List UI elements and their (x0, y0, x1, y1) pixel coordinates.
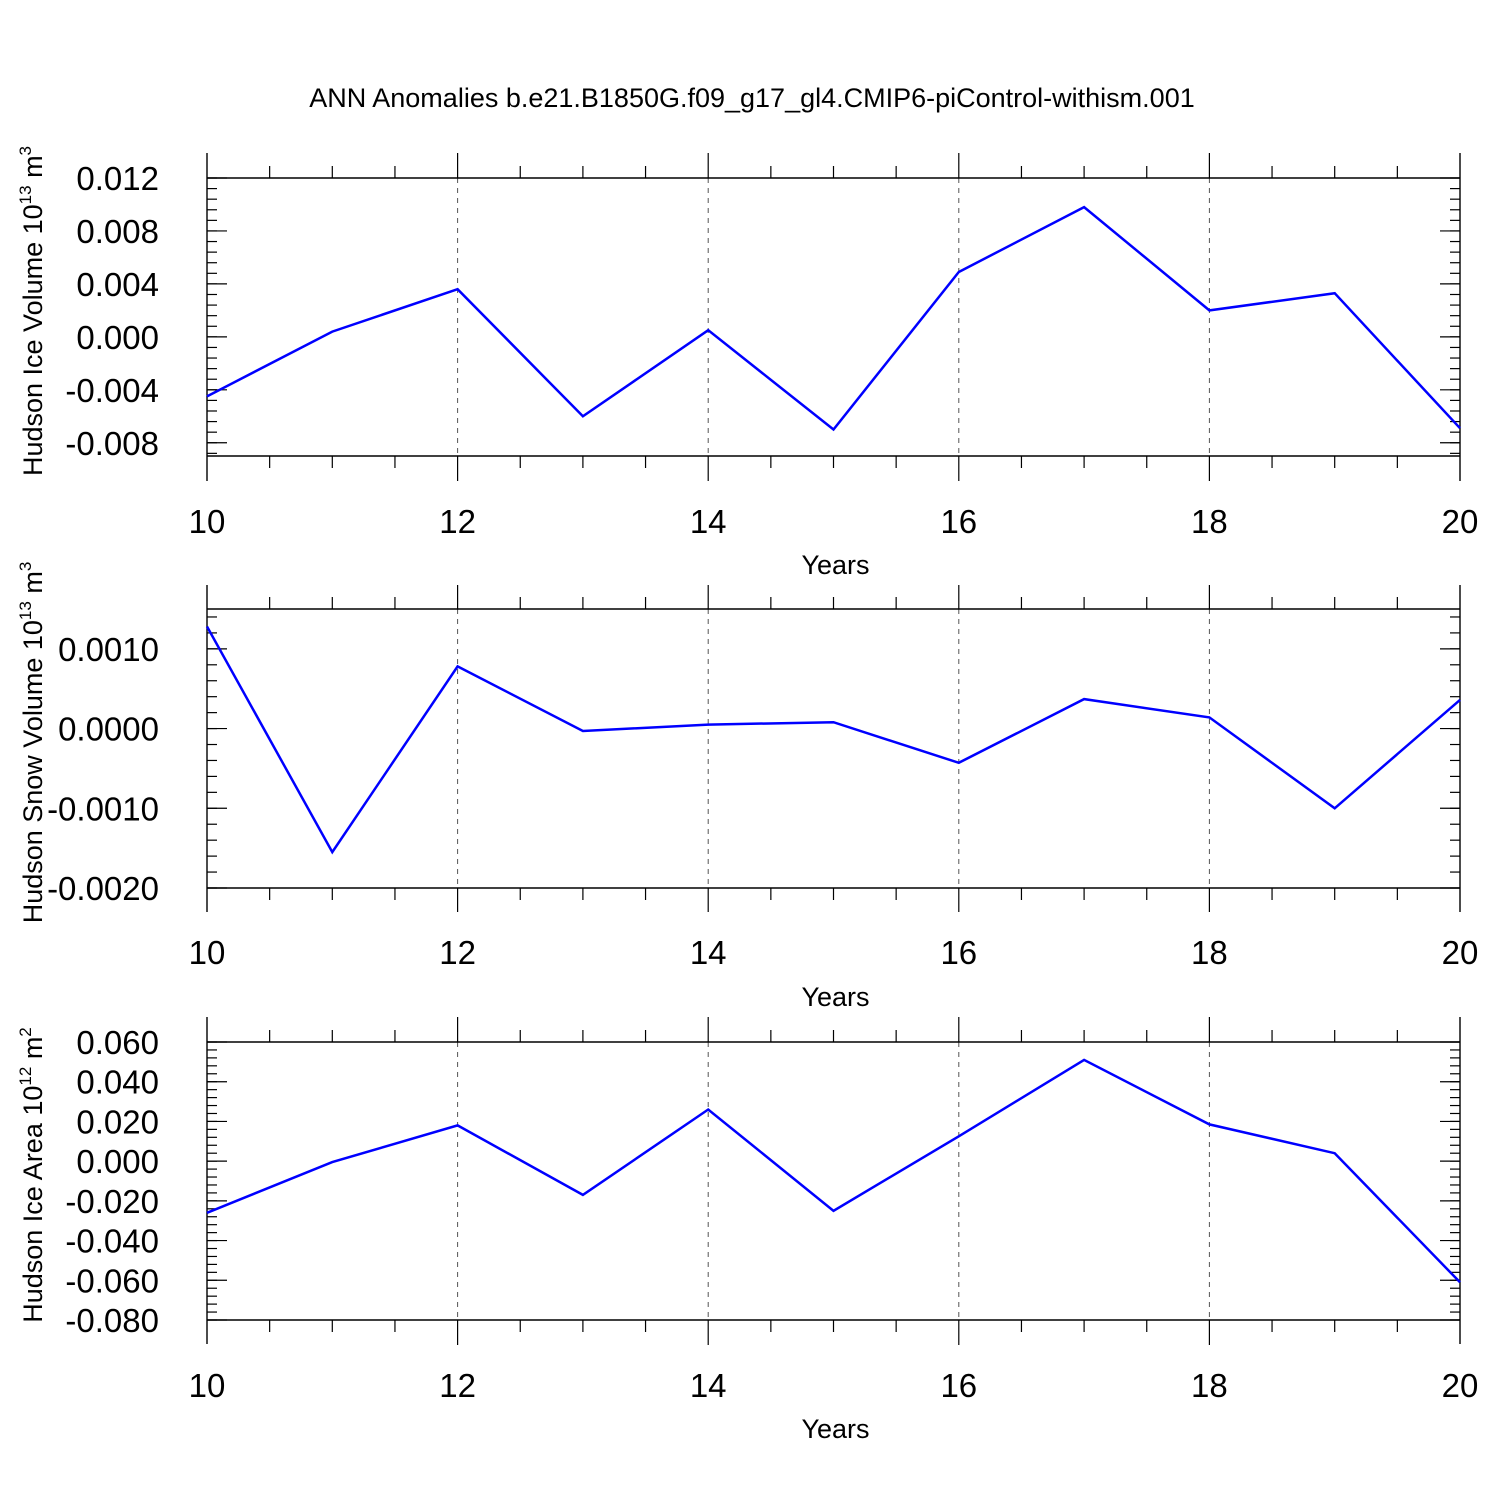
y-axis-title-unit-exponent: 2 (16, 1027, 35, 1036)
y-tick-label: 0.060 (76, 1024, 159, 1061)
y-tick-label: -0.0020 (47, 870, 159, 907)
x-tick-label: 14 (690, 503, 727, 540)
x-tick-label: 16 (940, 1367, 977, 1404)
y-axis-title-unit: m (18, 571, 48, 601)
x-tick-label: 10 (189, 934, 226, 971)
chart-panel-2: 10 12 14 16 18 20 0.0010 0.0000 -0.0010 -0.0020 Ye… (16, 562, 1478, 1012)
y-tick-label: 0.0000 (58, 711, 159, 748)
x-tick-label: 20 (1442, 503, 1479, 540)
x-tick-label: 12 (439, 1367, 476, 1404)
y-axis-title-unit: m (18, 155, 48, 185)
y-tick-label: 0.004 (76, 266, 159, 303)
y-tick-label: -0.020 (65, 1183, 159, 1220)
x-tick-label: 18 (1191, 1367, 1228, 1404)
y-axis-title-unit: m (18, 1037, 48, 1067)
x-tick-label: 10 (189, 503, 226, 540)
panels: 10 12 14 16 18 20 0.012 0.008 0.004 0.000 -0.004 -0… (16, 146, 1478, 1444)
x-tick-label: 18 (1191, 503, 1228, 540)
y-axis-title-exponent: 12 (16, 1067, 35, 1086)
y-axis-title-exponent: 13 (16, 601, 35, 620)
y-tick-label: 0.008 (76, 213, 159, 250)
y-axis-title: Hudson Ice Volume 1013 m3 (16, 146, 48, 476)
chart-panel-3: 10 12 14 16 18 200.0600.0400.0200.000-0.020-0… (16, 1017, 1478, 1444)
series-line-1 (205, 625, 1461, 855)
x-tick-label: 18 (1191, 934, 1228, 971)
chart-panel-1: 10 12 14 16 18 20 0.012 0.008 0.004 0.000 -0.004 -0… (16, 146, 1478, 580)
y-axis-title-unit-exponent: 3 (16, 146, 35, 155)
x-tick-label: 16 (940, 934, 977, 971)
y-tick-label: -0.080 (65, 1302, 159, 1339)
x-tick-label: 10 (189, 1367, 226, 1404)
series-line-1 (206, 1058, 1461, 1284)
x-tick-label: 20 (1442, 934, 1479, 971)
x-axis-title: Years (801, 982, 869, 1012)
y-tick-label: -0.0010 (47, 790, 159, 827)
y-tick-label: 0.012 (76, 160, 159, 197)
y-axis-title: Hudson Ice Area 1012 m2 (16, 1027, 48, 1323)
y-tick-label: -0.004 (65, 372, 159, 409)
x-tick-label: 12 (439, 503, 476, 540)
y-tick-label: -0.040 (65, 1223, 159, 1260)
x-axis-title: Years (801, 550, 869, 580)
y-tick-label: 0.000 (76, 1143, 159, 1180)
y-tick-label: 0.0010 (58, 631, 159, 668)
x-axis-title: Years (801, 1414, 869, 1444)
y-tick-label: 0.020 (76, 1103, 159, 1140)
main-title: ANN Anomalies b.e21.B1850G.f09_g17_gl4.C… (309, 83, 1194, 113)
x-tick-label: 16 (940, 503, 977, 540)
y-axis-title-main: Hudson Ice Volume 10 (18, 204, 48, 476)
x-tick-label: 14 (690, 1367, 727, 1404)
y-axis-title: Hudson Snow Volume 1013 m3 (16, 562, 48, 924)
series-line-1 (206, 205, 1461, 432)
y-axis-title-main: Hudson Ice Area 10 (18, 1086, 48, 1323)
y-axis-title-main: Hudson Snow Volume 10 (18, 620, 48, 923)
x-tick-label: 20 (1442, 1367, 1479, 1404)
y-tick-label: 0.040 (76, 1064, 159, 1101)
y-tick-label: -0.008 (65, 425, 159, 462)
y-tick-label: -0.060 (65, 1262, 159, 1299)
y-tick-label: 0.000 (76, 319, 159, 356)
y-axis-title-exponent: 13 (16, 185, 35, 204)
x-tick-label: 12 (439, 934, 476, 971)
y-axis-title-unit-exponent: 3 (16, 562, 35, 571)
x-tick-label: 14 (690, 934, 727, 971)
